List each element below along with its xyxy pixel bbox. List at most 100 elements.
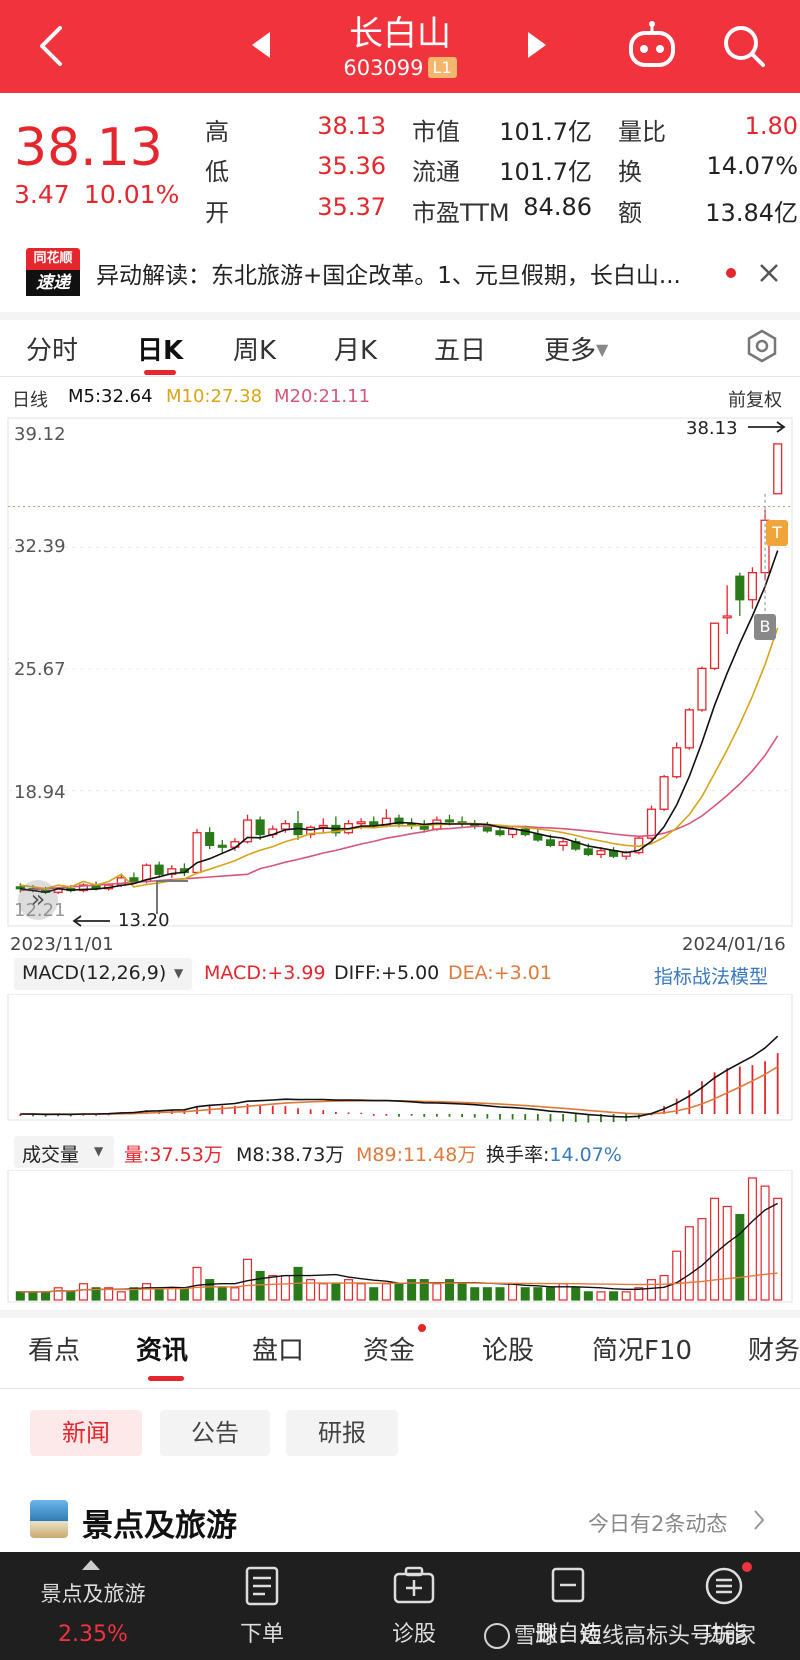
remove-watchlist-icon[interactable] bbox=[550, 1566, 586, 1606]
tab-more-label: 更多 bbox=[544, 336, 597, 366]
tab-more[interactable]: 更多▼ bbox=[544, 330, 608, 367]
volume-bar bbox=[583, 1291, 593, 1301]
arrow-left-icon bbox=[72, 915, 110, 927]
volume-bar bbox=[142, 1283, 152, 1301]
tab-capital[interactable]: 资金 bbox=[363, 1336, 416, 1366]
volume-bar bbox=[545, 1287, 555, 1301]
close-icon[interactable] bbox=[758, 262, 780, 284]
pe-label-text: 市盈TTM bbox=[412, 199, 510, 227]
volume-bar bbox=[457, 1283, 467, 1301]
diagnose-icon[interactable] bbox=[392, 1566, 436, 1606]
order-button[interactable]: 下单 bbox=[239, 1622, 284, 1647]
high-label: 高 bbox=[205, 118, 229, 146]
y-tick-2: 25.67 bbox=[14, 659, 66, 680]
volume-bar bbox=[710, 1197, 720, 1301]
candle-body bbox=[722, 615, 732, 619]
candle-body bbox=[255, 819, 265, 836]
turnover-rate-value: 14.07% bbox=[549, 1144, 622, 1166]
tab-weekly-k[interactable]: 周K bbox=[233, 336, 277, 366]
volume-bar bbox=[773, 1197, 783, 1301]
volume-bar bbox=[735, 1213, 745, 1301]
filter-news[interactable]: 新闻 bbox=[30, 1410, 142, 1456]
app-header: 长白山 603099 L1 bbox=[0, 0, 800, 93]
current-price: 38.13 bbox=[14, 118, 163, 178]
settings-hex-icon[interactable] bbox=[744, 328, 780, 364]
min-price-label: 13.20 bbox=[118, 910, 170, 931]
active-tab-indicator bbox=[144, 370, 176, 375]
volume-bar bbox=[15, 1291, 25, 1301]
order-icon[interactable] bbox=[244, 1566, 280, 1606]
pe-value: 84.86 bbox=[523, 193, 592, 221]
candle-body bbox=[659, 776, 669, 810]
chevron-right-icon[interactable] bbox=[752, 1508, 766, 1532]
pe-label: 市盈TTM bbox=[412, 193, 510, 228]
ma10-line bbox=[20, 627, 779, 890]
function-menu-icon[interactable] bbox=[704, 1566, 744, 1606]
candle-body bbox=[129, 877, 139, 883]
volume-bar bbox=[722, 1205, 732, 1301]
filter-research[interactable]: 研报 bbox=[286, 1410, 398, 1456]
tab-finance[interactable]: 财务 bbox=[748, 1336, 800, 1366]
candlestick-chart[interactable] bbox=[0, 412, 800, 932]
ma20-legend: M20:21.11 bbox=[274, 386, 371, 407]
open-label: 开 bbox=[205, 199, 229, 227]
turnover-rate-label: 换手率: bbox=[486, 1144, 550, 1166]
tab-news[interactable]: 资讯 bbox=[136, 1336, 189, 1366]
next-stock-icon[interactable] bbox=[526, 30, 548, 60]
low-label: 低 bbox=[205, 158, 229, 186]
diagnose-button[interactable]: 诊股 bbox=[391, 1622, 436, 1647]
prev-stock-icon[interactable] bbox=[250, 30, 272, 60]
volume-bar bbox=[356, 1283, 366, 1301]
ma5-legend: M5:32.64 bbox=[68, 386, 153, 407]
volume-bar bbox=[41, 1291, 51, 1301]
filter-announcements[interactable]: 公告 bbox=[160, 1410, 270, 1456]
volume-bar bbox=[470, 1287, 480, 1301]
indicator-model-link[interactable]: 指标战法模型 bbox=[654, 966, 769, 988]
volume-bar bbox=[280, 1274, 290, 1301]
buy-marker-b[interactable]: B bbox=[754, 614, 776, 640]
float-cap-label: 流通 bbox=[412, 158, 460, 186]
tab-order-book[interactable]: 盘口 bbox=[252, 1336, 305, 1366]
adjust-type[interactable]: 前复权 bbox=[728, 390, 782, 411]
news-flash-bar[interactable]: 同花顺 速递 异动解读：东北旅游+国企改革。1、元旦假期，长白山... bbox=[0, 236, 800, 310]
tab-daily-k[interactable]: 日K bbox=[137, 336, 184, 366]
search-icon[interactable] bbox=[720, 22, 768, 70]
caret-up-icon[interactable] bbox=[82, 1560, 100, 1570]
tab-monthly-k[interactable]: 月K bbox=[334, 336, 378, 366]
unread-dot bbox=[726, 268, 736, 278]
tab-profile-f10[interactable]: 简况F10 bbox=[592, 1336, 693, 1366]
back-icon[interactable] bbox=[36, 24, 66, 68]
expand-chart-icon[interactable]: » bbox=[18, 880, 58, 920]
function-button[interactable]: 功能 bbox=[701, 1622, 746, 1647]
sector-dynamic[interactable]: 今日有2条动态 bbox=[588, 1512, 728, 1536]
robot-assistant-icon[interactable] bbox=[626, 20, 678, 70]
diff-value: DIFF:+5.00 bbox=[334, 962, 440, 984]
volume-selector[interactable]: 成交量 ▼ bbox=[14, 1136, 114, 1168]
stock-code: 603099 L1 bbox=[0, 56, 800, 80]
watermark: 雪球：短线高标头号玩家 bbox=[484, 1618, 784, 1650]
volume-bar bbox=[672, 1250, 682, 1301]
volume-bar bbox=[482, 1287, 492, 1301]
volume-bar bbox=[66, 1291, 76, 1301]
macd-selector[interactable]: MACD(12,26,9) ▼ bbox=[14, 958, 192, 990]
tab-five-day[interactable]: 五日 bbox=[434, 336, 487, 366]
candle-body bbox=[697, 667, 707, 711]
sector-tab-name[interactable]: 景点及旅游 bbox=[40, 1582, 146, 1606]
tab-discussion[interactable]: 论股 bbox=[482, 1336, 535, 1366]
sell-marker-t[interactable]: T bbox=[766, 520, 788, 546]
remove-watchlist-button[interactable]: 删自选 bbox=[534, 1622, 601, 1647]
market-cap-value: 101.7亿 bbox=[499, 118, 592, 146]
sector-name[interactable]: 景点及旅游 bbox=[82, 1508, 237, 1544]
diff-line bbox=[20, 1035, 779, 1118]
candle-body bbox=[773, 443, 783, 495]
open-value: 35.37 bbox=[317, 193, 386, 221]
chart-frame bbox=[7, 1170, 793, 1303]
volume-bar bbox=[129, 1287, 139, 1301]
crop-icon[interactable] bbox=[156, 880, 188, 914]
flash-text[interactable]: 异动解读：东北旅游+国企改革。1、元旦假期，长白山... bbox=[96, 263, 681, 289]
tab-highlights[interactable]: 看点 bbox=[28, 1336, 81, 1366]
tab-intraday[interactable]: 分时 bbox=[26, 336, 79, 366]
chart-frame bbox=[7, 994, 793, 1121]
volume-bar bbox=[205, 1279, 215, 1301]
volume-bar bbox=[381, 1283, 391, 1301]
